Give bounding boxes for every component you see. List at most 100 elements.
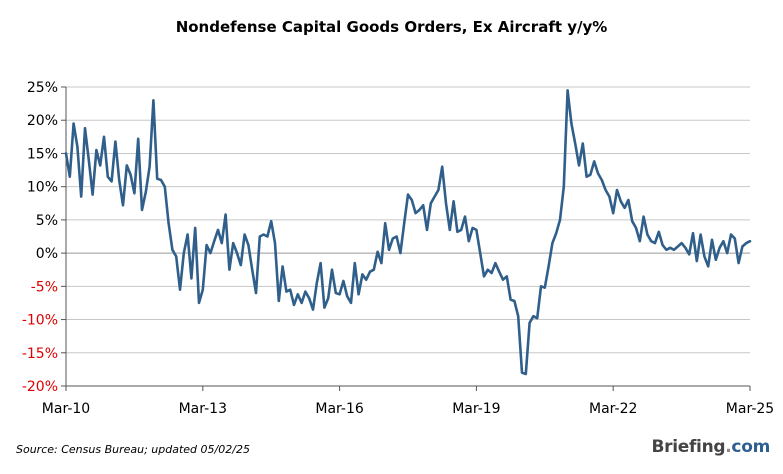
data-point xyxy=(92,194,94,196)
data-point xyxy=(441,166,443,168)
data-point xyxy=(240,264,242,266)
data-point xyxy=(179,289,181,291)
data-point xyxy=(210,252,212,254)
data-point xyxy=(723,240,725,242)
data-point xyxy=(582,143,584,145)
data-point xyxy=(700,234,702,236)
data-point xyxy=(658,231,660,233)
data-point xyxy=(369,271,371,273)
data-point xyxy=(590,174,592,176)
data-point xyxy=(134,193,136,195)
data-point xyxy=(738,262,740,264)
x-tick-label: Mar-13 xyxy=(179,401,227,417)
data-point xyxy=(426,229,428,231)
data-point xyxy=(316,282,318,284)
data-point xyxy=(206,244,208,246)
data-point xyxy=(715,259,717,261)
data-point xyxy=(449,229,451,231)
y-tick-label: 5% xyxy=(36,213,58,229)
data-point xyxy=(434,196,436,198)
data-point xyxy=(259,236,261,238)
data-point xyxy=(711,239,713,241)
data-point xyxy=(198,302,200,304)
data-point xyxy=(749,240,751,242)
data-point xyxy=(126,165,128,167)
data-point xyxy=(578,165,580,167)
data-point xyxy=(506,276,508,278)
logo-dot: . xyxy=(725,437,732,457)
data-point xyxy=(225,214,227,216)
data-point xyxy=(411,199,413,201)
data-point xyxy=(567,90,569,92)
data-point xyxy=(377,251,379,253)
data-point xyxy=(707,266,709,268)
data-point xyxy=(305,291,307,293)
data-point xyxy=(396,236,398,238)
data-point xyxy=(571,123,573,125)
data-point xyxy=(559,219,561,221)
data-point xyxy=(563,186,565,188)
y-tick-label: -20% xyxy=(22,379,58,395)
data-point xyxy=(156,178,158,180)
data-point xyxy=(122,205,124,207)
data-point xyxy=(244,234,246,236)
data-point xyxy=(597,173,599,175)
data-point xyxy=(194,227,196,229)
data-point xyxy=(586,176,588,178)
data-point xyxy=(164,186,166,188)
data-point xyxy=(115,141,117,143)
data-point xyxy=(217,229,219,231)
data-point xyxy=(229,269,231,271)
briefing-logo: Briefing.com xyxy=(651,437,770,457)
data-point xyxy=(616,189,618,191)
data-point xyxy=(688,254,690,256)
data-point xyxy=(111,181,113,183)
data-point xyxy=(77,146,79,148)
data-point xyxy=(118,179,120,181)
data-point xyxy=(635,227,637,229)
data-point xyxy=(346,296,348,298)
data-point xyxy=(289,289,291,291)
data-point xyxy=(84,127,86,129)
data-point xyxy=(339,294,341,296)
data-point xyxy=(453,201,455,203)
data-point xyxy=(685,247,687,249)
data-point xyxy=(373,269,375,271)
data-point xyxy=(145,191,147,193)
data-point xyxy=(358,294,360,296)
data-point xyxy=(392,238,394,240)
series-line xyxy=(64,89,752,376)
data-point xyxy=(548,266,550,268)
data-point xyxy=(468,240,470,242)
data-point xyxy=(248,244,250,246)
data-point xyxy=(350,302,352,304)
data-point xyxy=(730,234,732,236)
data-point xyxy=(692,232,694,234)
data-point xyxy=(639,240,641,242)
y-tick-label: -10% xyxy=(22,313,58,329)
data-point xyxy=(552,242,554,244)
data-point xyxy=(221,242,223,244)
data-point xyxy=(202,289,204,291)
data-point xyxy=(96,149,98,151)
data-point xyxy=(445,203,447,205)
data-point xyxy=(191,278,193,280)
data-point xyxy=(479,252,481,254)
data-point xyxy=(430,203,432,205)
data-point xyxy=(631,220,633,222)
series xyxy=(64,89,752,376)
data-point xyxy=(320,262,322,264)
data-point xyxy=(460,229,462,231)
data-point xyxy=(624,207,626,209)
data-point xyxy=(282,266,284,268)
data-point xyxy=(107,176,109,178)
y-tick-label: 20% xyxy=(27,113,58,129)
data-point xyxy=(172,249,174,251)
data-point xyxy=(745,242,747,244)
data-point xyxy=(384,222,386,224)
x-tick-label: Mar-22 xyxy=(589,401,637,417)
data-point xyxy=(628,199,630,201)
data-point xyxy=(502,279,504,281)
data-point xyxy=(681,242,683,244)
data-point xyxy=(650,240,652,242)
